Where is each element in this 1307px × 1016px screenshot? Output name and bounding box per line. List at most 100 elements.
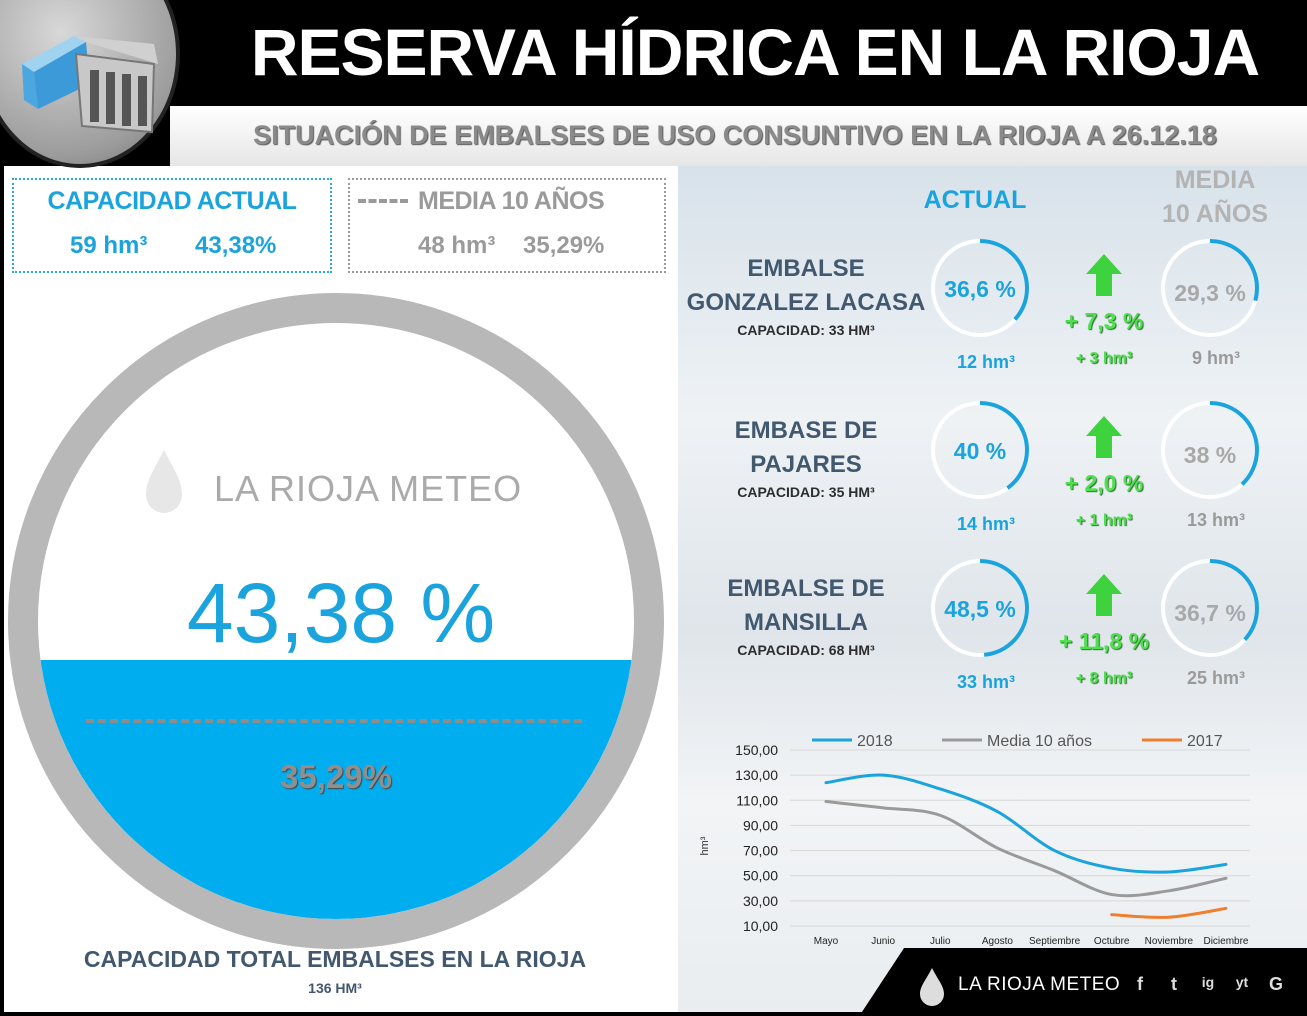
media-ring [1161, 559, 1259, 657]
delta-hm: + 3 hm³ [1075, 350, 1133, 367]
actual-ring [931, 559, 1029, 657]
actual-capacity-pct: 43,38% [195, 232, 277, 259]
actual-capacity-label: CAPACIDAD ACTUAL [47, 187, 297, 215]
ring-arc [931, 559, 1029, 657]
legend-label: 2017 [1187, 733, 1223, 750]
footer-brand: LA RIOJA METEO [958, 974, 1121, 995]
reservoir-name-line2: PAJARES [750, 451, 862, 478]
dam-icon [22, 36, 158, 134]
subtitle-bar [170, 106, 1307, 166]
reservoir-capacity: CAPACIDAD: 68 HM³ [737, 642, 875, 658]
y-tick-label: 50,00 [743, 868, 778, 884]
delta-percentage: + 7,3 % [1064, 308, 1144, 334]
y-tick-label: 130,00 [735, 767, 778, 783]
page-title: RESERVA HÍDRICA EN LA RIOJA [250, 15, 1260, 89]
ring-arc [1161, 401, 1259, 499]
actual-hm: 12 hm³ [956, 352, 1016, 372]
x-tick-label: Mayo [814, 936, 839, 947]
total-capacity-value: 136 HM³ [308, 980, 362, 996]
actual-percentage: 40 % [953, 438, 1007, 464]
actual-percentage: 36,6 % [944, 276, 1016, 302]
delta-hm: + 1 hm³ [1075, 512, 1133, 529]
x-tick-label: Octubre [1094, 936, 1130, 947]
reservoir-capacity: CAPACIDAD: 33 HM³ [737, 322, 875, 338]
increase-arrow-shape [1086, 254, 1122, 296]
actual-ring [931, 401, 1029, 499]
series-line-1 [824, 800, 1228, 898]
media-hm: 9 hm³ [1191, 348, 1240, 368]
actual-percentage: 48,5 % [944, 596, 1016, 622]
media-hm: 13 hm³ [1186, 510, 1246, 530]
water-level-fill [38, 660, 634, 919]
ten-year-average-line [86, 718, 582, 723]
x-tick-label: Septiembre [1029, 936, 1081, 947]
actual-ring [931, 239, 1029, 337]
y-tick-label: 10,00 [743, 918, 778, 934]
column-media-line2: 10 AÑOS [1161, 200, 1269, 228]
footer-logo-icon [920, 968, 944, 1006]
media-hm: 48 hm³ [418, 232, 496, 259]
youtube-icon[interactable]: yt [1235, 974, 1249, 990]
actual-hm: 33 hm³ [956, 672, 1016, 692]
actual-capacity-hm: 59 hm³ [70, 232, 148, 259]
average-percentage: 35,29% [280, 758, 392, 795]
x-tick-label: Noviembre [1145, 936, 1194, 947]
y-axis-label: hm³ [699, 836, 711, 855]
ring-arc [1161, 239, 1259, 337]
legend-label: Media 10 años [987, 733, 1092, 750]
y-tick-label: 30,00 [743, 893, 778, 909]
media-ring [1161, 401, 1259, 499]
reservoir-name-line1: EMBALSE DE [727, 575, 885, 602]
monthly-reserve-chart: 150,00 130,00 110,00 90,00 70,00 50,00 30,00 10… [699, 733, 1250, 947]
reservoir-name-line2: GONZALEZ LACASA [686, 289, 926, 316]
total-capacity-label: CAPACIDAD TOTAL EMBALSES EN LA RIOJA [83, 946, 587, 972]
actual-capacity-box [12, 178, 332, 273]
page-subtitle: SITUACIÓN DE EMBALSES DE USO CONSUNTIVO … [253, 120, 1217, 150]
x-tick-label: Agosto [982, 936, 1014, 947]
google-icon[interactable]: G [1268, 974, 1283, 994]
delta-hm: + 8 hm³ [1075, 670, 1133, 687]
media-hm: 25 hm³ [1186, 668, 1246, 688]
ring-arc [931, 239, 1029, 337]
actual-hm: 14 hm³ [956, 514, 1016, 534]
increase-arrow-icon [1086, 254, 1122, 296]
watermark-text: LA RIOJA METEO [214, 468, 523, 509]
media-box [348, 178, 666, 273]
increase-arrow-icon [1086, 416, 1122, 458]
delta-percentage: + 11,8 % [1058, 628, 1150, 654]
header-bar [0, 0, 1307, 106]
series-line-0 [824, 773, 1228, 874]
legend-label: 2018 [857, 733, 893, 750]
y-tick-label: 150,00 [735, 742, 778, 758]
ring-arc [1161, 559, 1259, 657]
column-media-line1: MEDIA [1174, 166, 1256, 194]
increase-arrow-icon [1086, 574, 1122, 616]
reservoir-capacity: CAPACIDAD: 35 HM³ [737, 484, 875, 500]
y-tick-label: 90,00 [743, 817, 778, 833]
x-tick-label: Junio [871, 936, 895, 947]
facebook-icon[interactable]: f [1137, 974, 1143, 994]
series-line-2 [1110, 906, 1228, 919]
reservoir-name-line2: MANSILLA [744, 609, 868, 636]
reservoir-name-line1: EMBASE DE [734, 417, 878, 444]
column-actual: ACTUAL [923, 186, 1027, 214]
instagram-icon[interactable]: ig [1201, 974, 1215, 990]
delta-percentage: + 2,0 % [1064, 470, 1144, 496]
ring-arc [931, 401, 1029, 499]
y-tick-label: 110,00 [736, 792, 778, 808]
y-tick-label: 70,00 [743, 843, 778, 859]
twitter-icon[interactable]: t [1171, 974, 1177, 994]
current-percentage: 43,38 % [186, 566, 496, 660]
media-label: MEDIA 10 AÑOS [418, 187, 605, 215]
x-tick-label: Diciembre [1203, 936, 1248, 947]
media-ring [1161, 239, 1259, 337]
watermark-logo [146, 450, 182, 513]
increase-arrow-shape [1086, 416, 1122, 458]
media-pct: 35,29% [523, 232, 605, 259]
media-percentage: 29,3 % [1174, 280, 1246, 306]
media-dash-legend [358, 199, 408, 203]
reservoir-name-line1: EMBALSE [747, 255, 865, 282]
increase-arrow-shape [1086, 574, 1122, 616]
right-panel [678, 166, 1307, 1012]
